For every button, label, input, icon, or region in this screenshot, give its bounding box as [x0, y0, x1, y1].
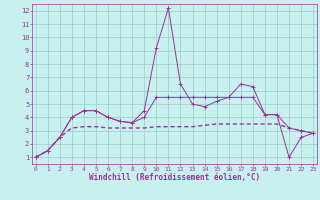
X-axis label: Windchill (Refroidissement éolien,°C): Windchill (Refroidissement éolien,°C) [89, 173, 260, 182]
